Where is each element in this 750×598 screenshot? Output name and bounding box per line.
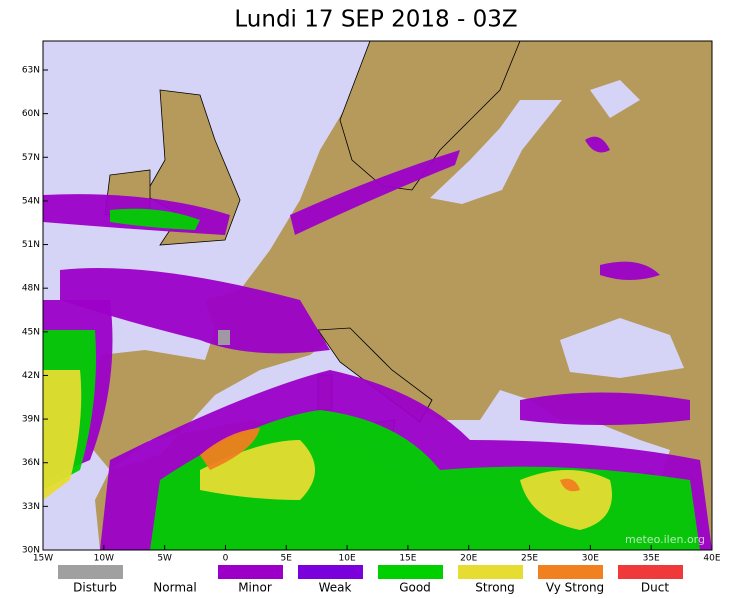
watermark: meteo.ilen.org <box>625 533 705 546</box>
legend-swatch <box>458 565 523 579</box>
white-sea <box>590 80 640 118</box>
legend-swatch <box>138 565 203 579</box>
legend-label: Duct <box>641 581 669 595</box>
legend-label: Minor <box>238 581 272 595</box>
lat-label: 51N <box>22 240 40 250</box>
legend-swatch <box>218 565 283 579</box>
black-sea <box>560 318 684 378</box>
legend: Disturb Normal Minor Weak Good Strong Vy Stron… <box>58 565 683 595</box>
lon-label: 20E <box>460 554 477 564</box>
title: Lundi 17 SEP 2018 - 03Z <box>234 7 517 33</box>
lat-label: 54N <box>22 196 40 206</box>
lon-label: 40E <box>703 554 720 564</box>
legend-label: Normal <box>153 581 196 595</box>
lat-label: 30N <box>22 546 40 556</box>
legend-swatch <box>378 565 443 579</box>
legend-swatch <box>618 565 683 579</box>
lat-label: 45N <box>22 327 40 337</box>
lon-label: 0 <box>223 554 229 564</box>
frame <box>42 40 713 551</box>
lon-label: 30E <box>582 554 599 564</box>
lon-label: 10E <box>339 554 356 564</box>
legend-label: Vy Strong <box>546 581 604 595</box>
lon-label: 15W <box>33 554 53 564</box>
lat-label: 48N <box>22 284 40 294</box>
lon-label: 10W <box>94 554 114 564</box>
map-area: meteo.ilen.org <box>43 41 712 550</box>
lon-label: 35E <box>643 554 660 564</box>
lon-label: 25E <box>521 554 538 564</box>
legend-swatch <box>538 565 603 579</box>
lon-label: 15E <box>399 554 416 564</box>
lat-label: 33N <box>22 502 40 512</box>
lon-label: 5E <box>281 554 293 564</box>
lon-label: 5W <box>157 554 172 564</box>
legend-label: Good <box>399 581 431 595</box>
lat-label: 60N <box>22 109 40 119</box>
lat-label: 42N <box>22 371 40 381</box>
lat-label: 57N <box>22 153 40 163</box>
baltic <box>430 100 562 204</box>
lat-label: 63N <box>22 66 40 76</box>
lat-label: 36N <box>22 458 40 468</box>
duct-patches <box>43 136 712 550</box>
lat-label: 39N <box>22 415 40 425</box>
legend-label: Weak <box>319 581 352 595</box>
legend-label: Disturb <box>73 581 117 595</box>
legend-label: Strong <box>475 581 515 595</box>
legend-swatch <box>298 565 363 579</box>
legend-swatch <box>58 565 123 579</box>
